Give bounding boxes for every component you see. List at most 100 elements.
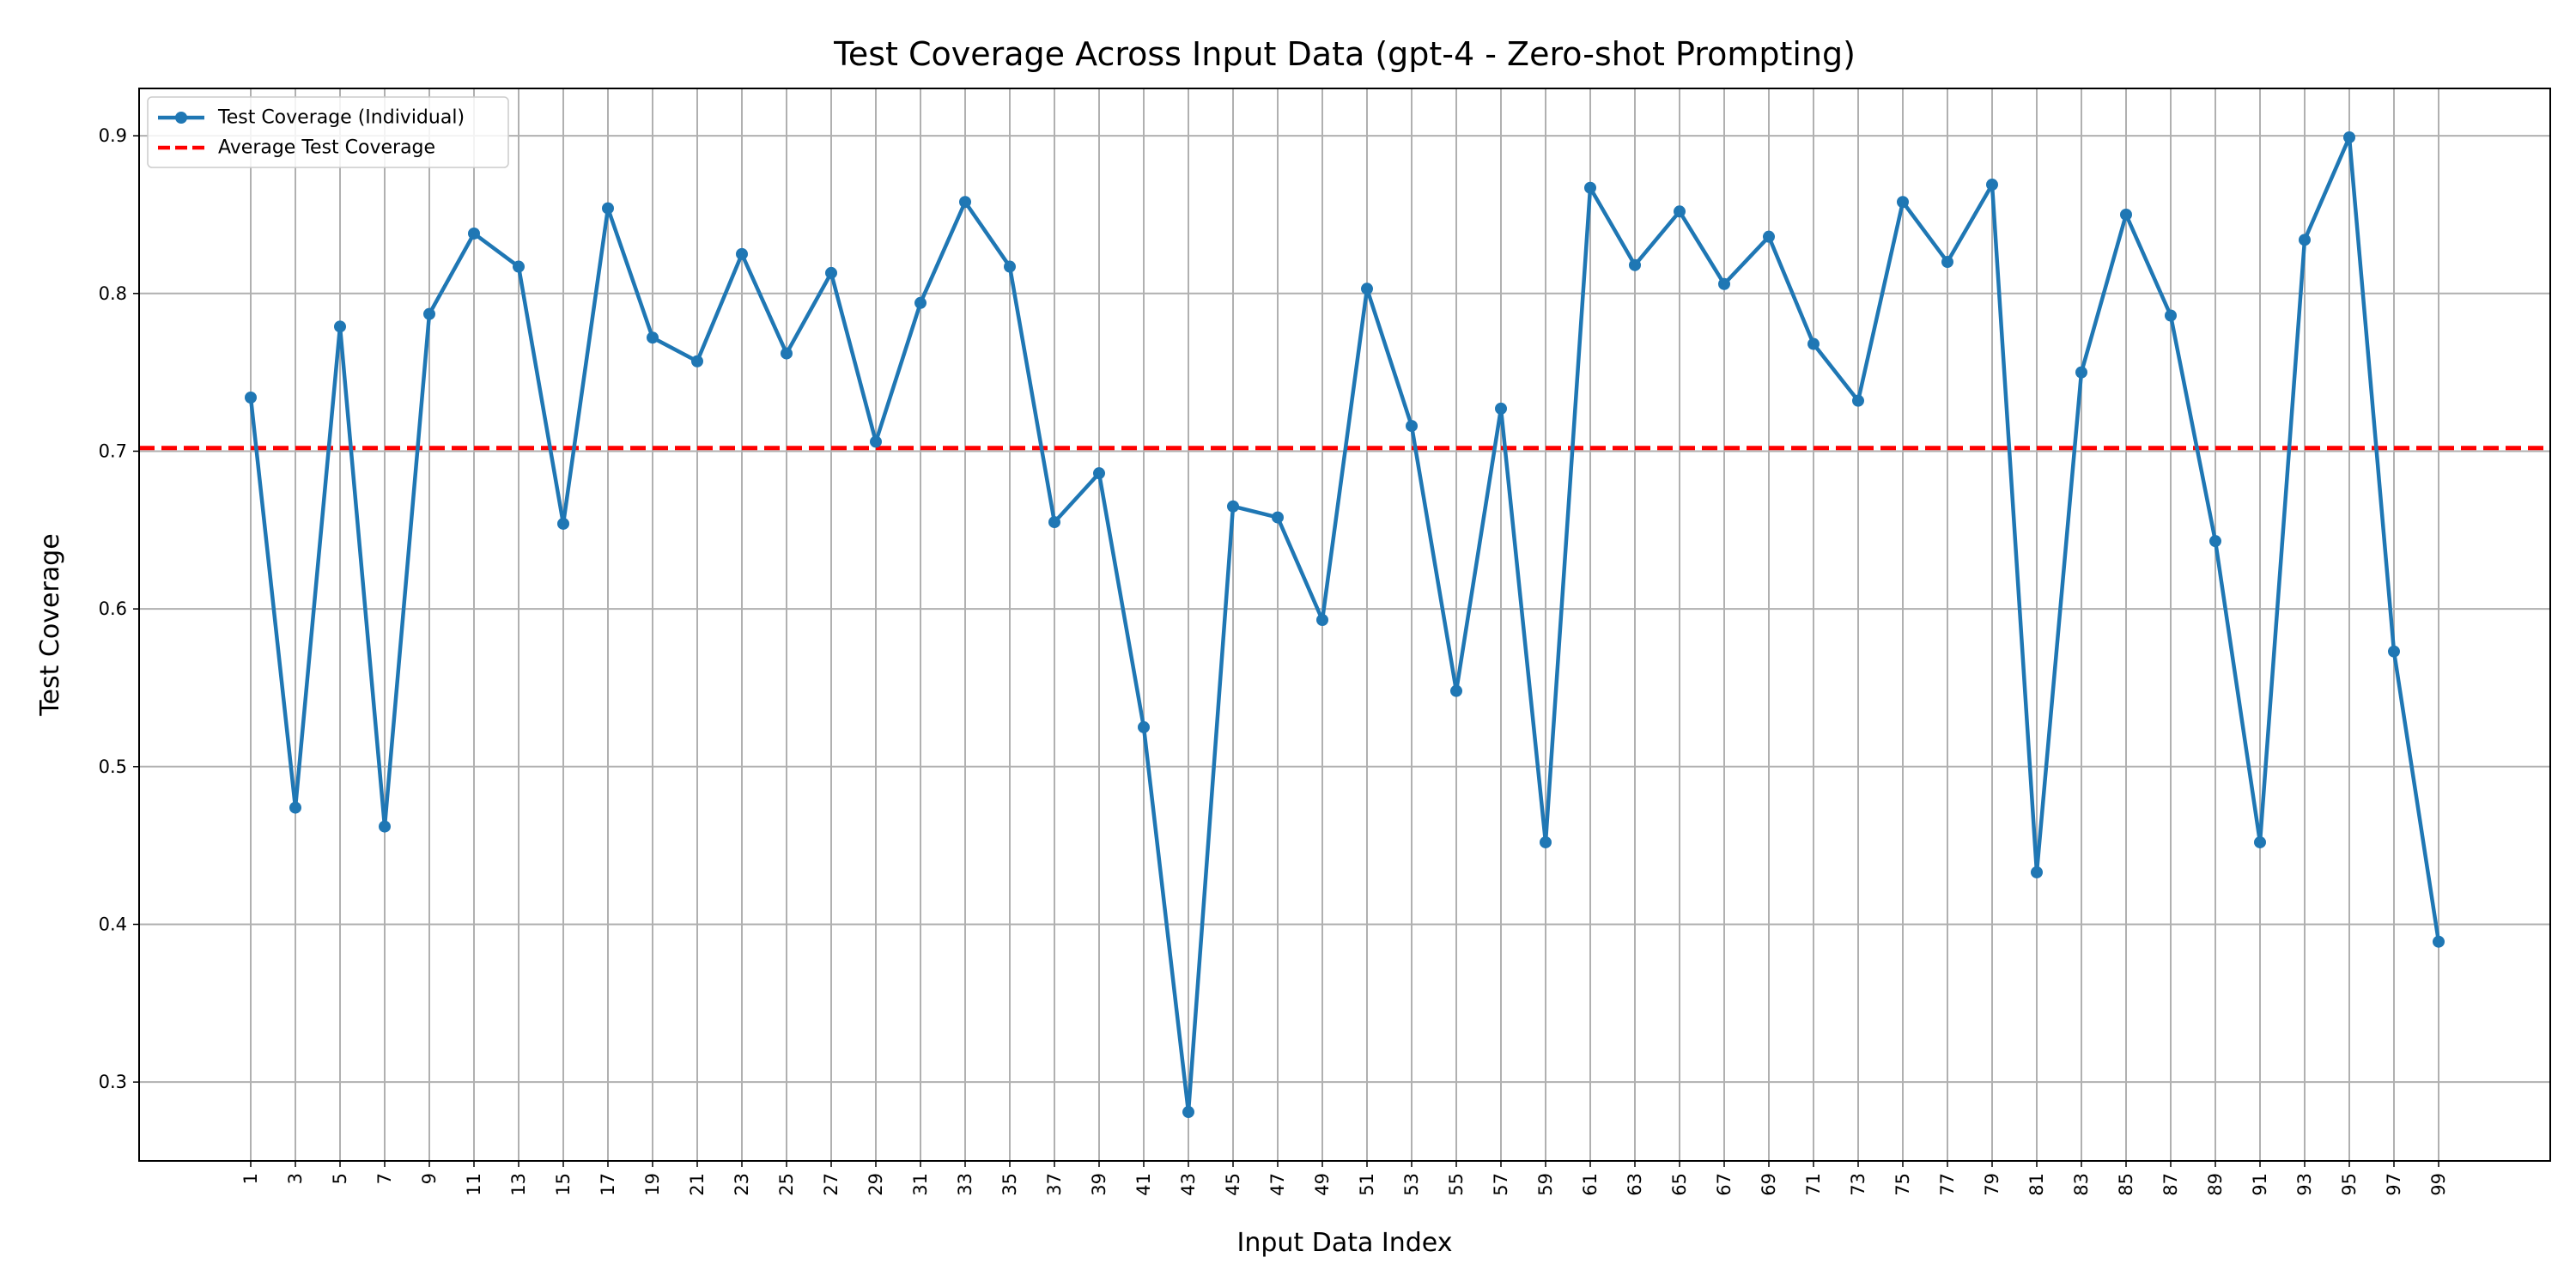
x-tick-label: 67: [1714, 1173, 1735, 1196]
data-point: [1897, 196, 1909, 209]
data-point: [959, 196, 971, 209]
data-point: [289, 801, 301, 814]
data-point: [2254, 835, 2266, 848]
x-tick-label: 33: [955, 1173, 975, 1196]
x-tick-label: 25: [776, 1173, 797, 1196]
x-tick-label: 51: [1357, 1173, 1377, 1196]
data-point: [1763, 230, 1775, 243]
x-tick-label: 7: [374, 1173, 395, 1184]
x-tick-label: 57: [1491, 1173, 1511, 1196]
y-tick-label: 0.4: [99, 914, 127, 934]
x-tick-label: 93: [2294, 1173, 2315, 1196]
data-point: [2120, 208, 2132, 221]
data-point: [2299, 234, 2311, 246]
x-tick-label: 69: [1759, 1173, 1779, 1196]
data-point: [1629, 258, 1641, 271]
y-tick-label: 0.7: [99, 440, 127, 461]
data-point: [2209, 535, 2221, 548]
data-point: [1718, 277, 1730, 290]
x-tick-label: 31: [910, 1173, 931, 1196]
data-point: [1540, 835, 1552, 848]
data-point: [1852, 394, 1864, 407]
data-point: [334, 320, 346, 333]
x-tick-label: 13: [508, 1173, 529, 1196]
x-tick-label: 41: [1133, 1173, 1154, 1196]
x-tick-label: 19: [642, 1173, 663, 1196]
y-axis-label: Test Coverage: [35, 533, 65, 716]
y-tick-label: 0.9: [99, 125, 127, 146]
x-tick-label: 65: [1669, 1173, 1690, 1196]
x-tick-label: 95: [2339, 1173, 2360, 1196]
x-tick-label: 1: [240, 1173, 261, 1184]
data-point: [1272, 511, 1284, 524]
data-point: [1138, 720, 1150, 733]
data-point: [691, 355, 703, 368]
data-point: [1674, 205, 1686, 218]
data-point: [1182, 1106, 1194, 1119]
chart-title: Test Coverage Across Input Data (gpt-4 -…: [833, 35, 1856, 73]
data-point: [1048, 516, 1060, 529]
x-tick-label: 49: [1312, 1173, 1333, 1196]
data-point: [557, 517, 569, 530]
x-tick-label: 11: [464, 1173, 484, 1196]
data-point: [825, 266, 837, 279]
y-tick-label: 0.3: [99, 1072, 127, 1092]
x-tick-label: 55: [1446, 1173, 1467, 1196]
grid-layer: [139, 88, 2550, 1161]
y-tick-label: 0.6: [99, 598, 127, 619]
x-tick-label: 53: [1401, 1173, 1422, 1196]
y-tick-label: 0.5: [99, 756, 127, 777]
data-point: [2433, 935, 2445, 948]
data-point: [423, 307, 435, 320]
data-point: [870, 435, 882, 448]
x-tick-label: 9: [419, 1173, 440, 1184]
data-point: [1316, 613, 1328, 626]
data-point: [2388, 645, 2400, 658]
data-point: [245, 392, 257, 404]
data-point: [379, 820, 391, 833]
x-tick-label: 15: [553, 1173, 574, 1196]
plot-frame: [138, 88, 2551, 1162]
data-point: [1495, 402, 1507, 415]
x-tick-label: 61: [1580, 1173, 1601, 1196]
x-tick-label: 63: [1625, 1173, 1645, 1196]
data-point: [1227, 500, 1239, 513]
x-tick-label: 5: [330, 1173, 350, 1184]
data-point: [2165, 309, 2177, 322]
series-line-individual: [248, 135, 2441, 1115]
x-tick-label: 29: [866, 1173, 886, 1196]
data-point: [2031, 866, 2043, 878]
x-tick-label: 89: [2205, 1173, 2226, 1196]
x-tick-label: 3: [285, 1173, 306, 1184]
data-point: [736, 247, 748, 260]
x-tick-label: 71: [1803, 1173, 1824, 1196]
data-point: [1584, 181, 1596, 194]
legend-box: [147, 96, 509, 168]
data-point: [1450, 684, 1462, 697]
x-tick-layer: 1 3 5 7 9 11 13 15 17 19 21 23 25 27 29 31 33 35 37 39 41 43 4…: [240, 1161, 2449, 1196]
x-tick-label: 97: [2384, 1173, 2404, 1196]
legend: Test Coverage (Individual) Average Test …: [147, 96, 509, 168]
data-point: [647, 331, 659, 344]
x-tick-label: 45: [1223, 1173, 1243, 1196]
data-point: [1941, 256, 1953, 269]
x-tick-label: 99: [2428, 1173, 2449, 1196]
x-tick-label: 83: [2071, 1173, 2092, 1196]
data-point: [1807, 337, 1820, 350]
legend-label-individual: Test Coverage (Individual): [217, 107, 465, 129]
data-point: [602, 202, 614, 215]
data-point: [914, 296, 927, 309]
x-tick-label: 77: [1937, 1173, 1958, 1196]
data-point: [513, 260, 525, 273]
x-tick-label: 35: [999, 1173, 1020, 1196]
x-tick-label: 73: [1848, 1173, 1868, 1196]
legend-label-average: Average Test Coverage: [218, 137, 435, 159]
data-point: [1004, 260, 1016, 273]
y-tick-layer: 0.3 0.4 0.5 0.6 0.7 0.8 0.9: [99, 125, 139, 1092]
x-tick-label: 75: [1893, 1173, 1913, 1196]
x-tick-label: 21: [687, 1173, 708, 1196]
series-layer: [245, 131, 2445, 1119]
data-point: [2075, 366, 2087, 379]
data-point: [1093, 467, 1105, 480]
